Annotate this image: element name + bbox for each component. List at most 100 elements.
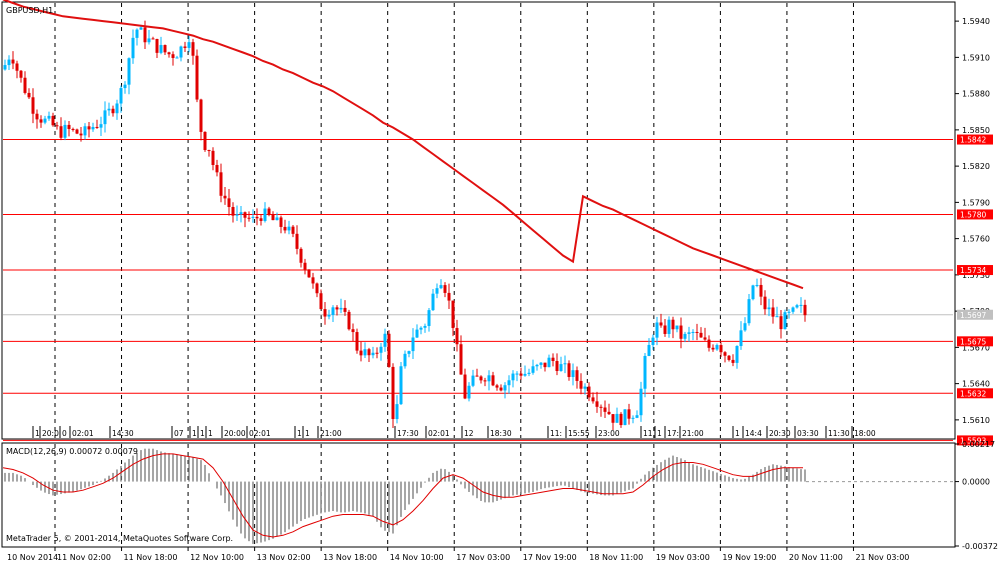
macd-panel[interactable]: MACD(12,26,9) 0.00072 0.00079 MetaTrader… (1, 442, 956, 548)
candle-body (547, 357, 551, 368)
event-marker-label: 02:01 (249, 429, 271, 438)
candle-body (55, 125, 59, 127)
event-marker-label: 03:30 (797, 429, 819, 438)
candle-body (423, 325, 427, 328)
event-marker-label: 1 (735, 429, 740, 438)
candle-body (231, 207, 235, 216)
candle-body (323, 309, 327, 317)
candle-body (675, 325, 679, 330)
candle-body (179, 46, 183, 58)
macd-tick-label: -0.00372 (962, 542, 998, 551)
price-tick-label: 1.5760 (962, 235, 990, 244)
event-marker-label: 11: (550, 429, 562, 438)
macd-axis[interactable]: 0.00217 0.0000 -0.00372 (955, 440, 998, 551)
candle-body (671, 319, 675, 330)
time-tick-label: 17 Nov 19:00 (523, 553, 577, 562)
candle-body (435, 288, 439, 294)
candle-body (75, 129, 79, 134)
candle-body (543, 362, 547, 368)
candle-body (719, 345, 723, 353)
horizontal-levels[interactable] (3, 139, 953, 441)
time-tick-label: 11 Nov 02:00 (57, 553, 111, 562)
candle-body (539, 362, 543, 365)
candle-body (659, 322, 663, 326)
macd-title: MACD(12,26,9) 0.00072 0.00079 (6, 447, 138, 456)
candle-body (519, 373, 523, 376)
candle-body (731, 359, 735, 363)
candle-body (427, 310, 431, 326)
candle-body (463, 374, 467, 399)
candle-body (119, 88, 123, 104)
candle-body (99, 124, 103, 128)
price-tick-label: 1.5790 (962, 198, 990, 207)
level-label-box (957, 336, 993, 347)
candle-body (3, 65, 7, 70)
candle-body (403, 353, 407, 367)
candle-body (151, 38, 155, 40)
event-marker-label: 18:00 (854, 429, 876, 438)
candle-body (371, 352, 375, 356)
candle-body (383, 333, 387, 347)
candle-body (687, 332, 691, 334)
candle-body (487, 375, 491, 382)
candle-body (523, 373, 527, 376)
time-tick-label: 19 Nov 19:00 (722, 553, 776, 562)
candle-body (415, 329, 419, 338)
candle-body (767, 307, 771, 310)
candle-body (559, 364, 563, 371)
time-tick-label: 18 Nov 11:00 (589, 553, 643, 562)
candle-body (215, 164, 219, 173)
candle-body (791, 307, 795, 312)
candle-body (455, 328, 459, 345)
candle-body (299, 248, 303, 263)
time-tick-label: 14 Nov 10:00 (390, 553, 444, 562)
candle-body (11, 59, 15, 64)
candle-body (779, 316, 783, 330)
candle-body (23, 77, 27, 93)
event-marker-label: 23:00 (598, 429, 620, 438)
level-label: 1.5842 (960, 136, 986, 145)
candle-body (467, 385, 471, 399)
event-marker-label: 21:00 (320, 429, 342, 438)
event-marker-label: 02:01 (428, 429, 450, 438)
candle-body (355, 332, 359, 351)
candle-body (187, 42, 191, 48)
candle-body (191, 42, 195, 56)
event-marker-label: 21:00 (682, 429, 704, 438)
candle-body (395, 404, 399, 420)
candle-body (195, 55, 199, 100)
price-panel[interactable]: 1 20:0 0 02:01 14:30 07 1 1 1 20:00 02:01 1 1 21:00 17… (1, 0, 956, 441)
candle-body (655, 322, 659, 338)
candle-body (799, 304, 803, 306)
candle-body (115, 103, 119, 114)
candle-body (683, 333, 687, 339)
candle-body (159, 45, 163, 53)
candle-body (679, 325, 683, 339)
candle-body (651, 337, 655, 345)
price-tick-label: 1.5640 (962, 380, 990, 389)
event-marker-label: 14:4 (745, 429, 762, 438)
candle-body (531, 366, 535, 373)
candle-body (103, 110, 107, 125)
candle-body (251, 216, 255, 218)
candle-body (219, 172, 223, 196)
event-marker-strip[interactable]: 1 20:0 0 02:01 14:30 07 1 1 1 20:00 02:01 1 1 21:00 17… (32, 426, 876, 438)
candle-body (663, 325, 667, 334)
vertical-grid-macd (54, 444, 854, 546)
candle-body (239, 212, 243, 215)
candle-body (699, 332, 703, 338)
copyright-text: MetaTrader 5, © 2001-2014, MetaQuotes So… (6, 534, 233, 543)
level-label-box (957, 134, 993, 145)
candle-body (703, 337, 707, 340)
candle-body (631, 417, 635, 419)
candle-body (643, 355, 647, 389)
candle-body (87, 126, 91, 130)
candle-body (147, 38, 151, 43)
price-tick-label: 1.5730 (962, 271, 990, 280)
candle-body (491, 375, 495, 386)
candle-body (327, 314, 331, 317)
candle-body (387, 333, 391, 367)
